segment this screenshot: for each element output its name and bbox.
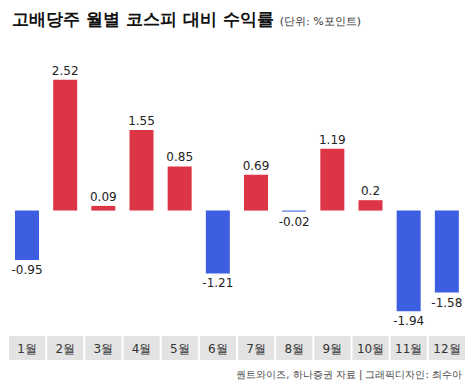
svg-text:-1.58: -1.58 bbox=[431, 296, 462, 310]
svg-text:8월: 8월 bbox=[284, 342, 304, 356]
svg-text:0.85: 0.85 bbox=[166, 150, 193, 164]
svg-text:2월: 2월 bbox=[55, 342, 75, 356]
svg-text:3월: 3월 bbox=[94, 342, 114, 356]
svg-text:11월: 11월 bbox=[395, 342, 422, 356]
svg-text:6월: 6월 bbox=[208, 342, 228, 356]
svg-text:-0.02: -0.02 bbox=[279, 215, 310, 229]
svg-text:0.09: 0.09 bbox=[90, 190, 117, 204]
svg-text:9월: 9월 bbox=[323, 342, 343, 356]
svg-text:5월: 5월 bbox=[170, 342, 190, 356]
html-text:고배당주 월별 코스피 대비 수익률 (단위: %포인트): 고배당주 월별 코스피 대비 수익률 (단위: %포인트) bbox=[12, 9, 361, 29]
svg-text:-0.95: -0.95 bbox=[11, 263, 42, 277]
svg-text:0.69: 0.69 bbox=[243, 159, 270, 173]
svg-text:1.55: 1.55 bbox=[128, 114, 155, 128]
svg-text:-1.21: -1.21 bbox=[202, 276, 233, 290]
svg-text:1.19: 1.19 bbox=[319, 133, 346, 147]
svg-text:2.52: 2.52 bbox=[52, 64, 79, 78]
svg-text:12월: 12월 bbox=[433, 342, 460, 356]
svg-text:0.2: 0.2 bbox=[361, 184, 380, 198]
svg-text:1월: 1월 bbox=[17, 342, 37, 356]
svg-text:-1.94: -1.94 bbox=[393, 314, 424, 328]
svg-text:10월: 10월 bbox=[357, 342, 384, 356]
svg-text:4월: 4월 bbox=[132, 342, 152, 356]
html-text:퀀트와이즈, 하나증권 자료 | 그래픽디자인: 최수아: 퀀트와이즈, 하나증권 자료 | 그래픽디자인: 최수아 bbox=[236, 369, 462, 380]
svg-text:7월: 7월 bbox=[246, 342, 266, 356]
